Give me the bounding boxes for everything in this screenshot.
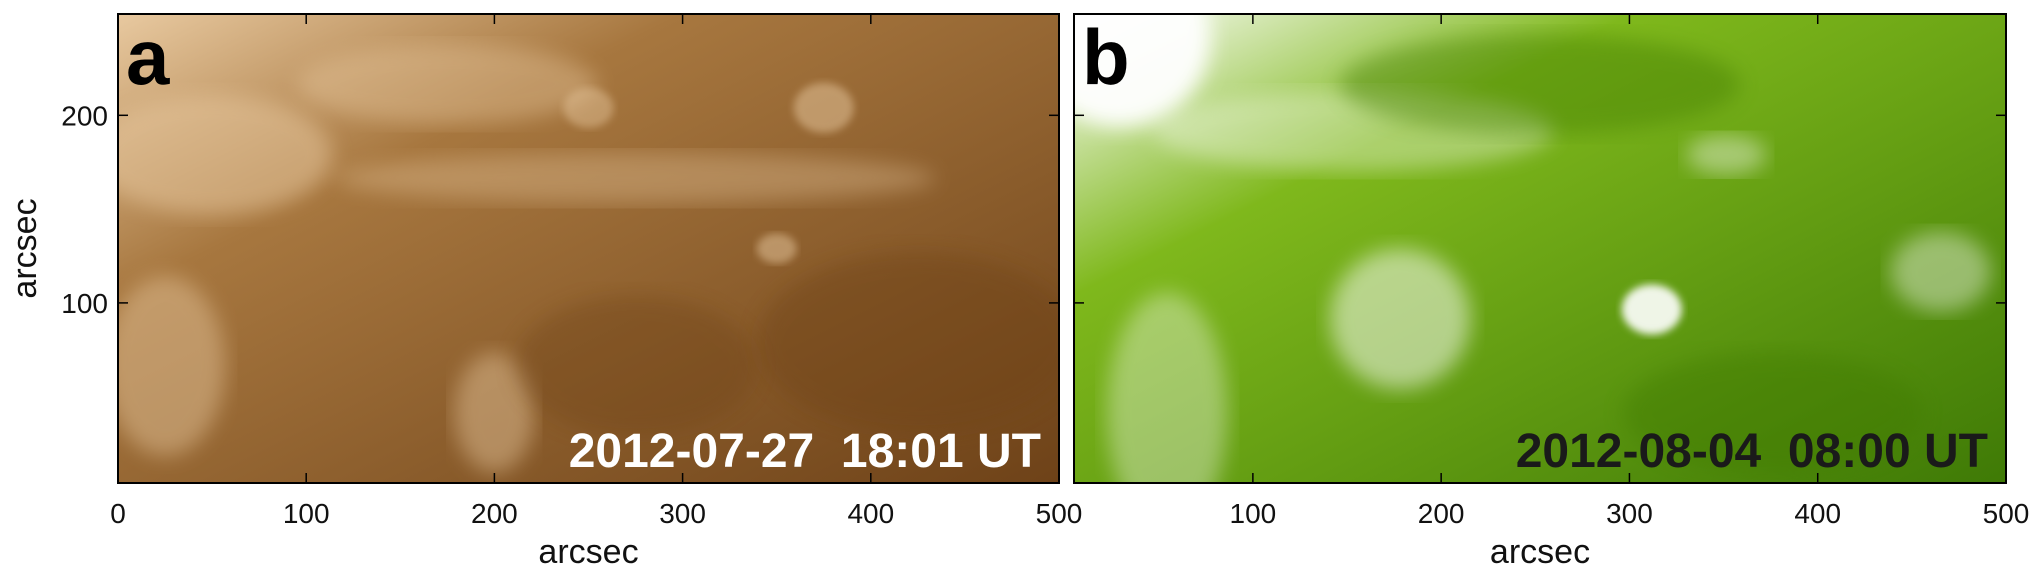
annotation: 2012-08-04 08:00 UT xyxy=(1516,425,1988,478)
x-tick-label: 500 xyxy=(1983,498,2030,529)
x-tick-label: 0 xyxy=(110,498,126,529)
image-feature xyxy=(1890,231,1991,312)
x-tick-label: 400 xyxy=(847,498,894,529)
solar-image xyxy=(1074,14,2006,483)
x-tick-label: 100 xyxy=(283,498,330,529)
panel-label: b xyxy=(1082,13,1130,101)
image-feature xyxy=(793,82,854,133)
x-tick-label: 200 xyxy=(471,498,518,529)
x-axis-label: arcsec xyxy=(1490,533,1590,571)
x-tick-label: 400 xyxy=(1794,498,1841,529)
x-axis-label: arcsec xyxy=(538,533,638,571)
image-feature xyxy=(563,87,614,128)
image-feature xyxy=(118,94,333,215)
y-axis-label: arcsec xyxy=(6,198,44,298)
x-tick-label: 300 xyxy=(1606,498,1653,529)
image-feature xyxy=(1074,14,1211,128)
panel-label: a xyxy=(126,13,170,101)
image-feature xyxy=(1623,352,1923,473)
image-feature xyxy=(118,275,226,456)
image-feature xyxy=(1107,292,1228,483)
y-tick-label: 200 xyxy=(61,100,108,131)
x-tick-label: 500 xyxy=(1036,498,1083,529)
image-feature xyxy=(757,252,1059,433)
panel-frame xyxy=(1073,13,2007,484)
image-feature xyxy=(515,295,756,436)
x-tick-label: 100 xyxy=(1230,498,1277,529)
panel: b 2012-08-04 08:00 UT 100 200 300 400 500 arcse… xyxy=(1073,13,2030,571)
y-tick-label: 100 xyxy=(61,288,108,319)
image-feature xyxy=(1621,284,1682,335)
image-feature xyxy=(1686,134,1767,175)
image-feature xyxy=(1340,34,1740,135)
image-feature xyxy=(756,233,797,264)
image-feature xyxy=(1330,248,1471,389)
panel-frame xyxy=(117,13,1060,484)
solar-image xyxy=(118,14,1059,483)
x-tick-label: 200 xyxy=(1418,498,1465,529)
panel: a 2012-07-27 18:01 UT 0 100 200 300 400 500 arcs… xyxy=(6,13,1082,571)
image-feature xyxy=(297,44,598,125)
image-feature xyxy=(454,352,535,473)
annotation: 2012-07-27 18:01 UT xyxy=(569,425,1041,478)
image-feature xyxy=(335,153,936,204)
x-tick-label: 300 xyxy=(659,498,706,529)
